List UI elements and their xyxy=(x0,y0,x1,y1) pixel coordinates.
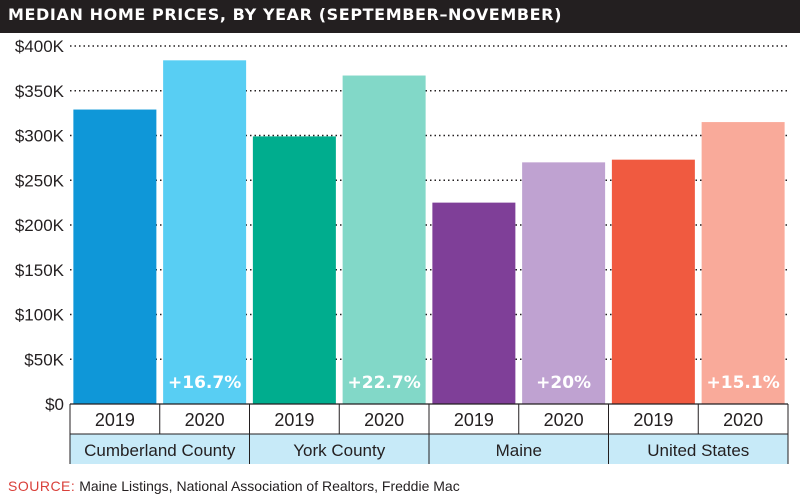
bar-united-states-2019 xyxy=(611,159,695,404)
bar-york-county-2020 xyxy=(342,75,426,404)
group-band-4 xyxy=(608,434,788,464)
source-text: Maine Listings, National Association of … xyxy=(79,478,460,494)
bar-chart: $0 $50K $100K $150K $200K $250K $300K $350K $400… xyxy=(15,37,789,464)
group-band-3 xyxy=(429,434,609,464)
group-band-1 xyxy=(70,434,250,464)
year-label: 2019 xyxy=(95,410,135,430)
bar-maine-2019 xyxy=(432,202,516,404)
group-band-2 xyxy=(249,434,429,464)
year-label: 2020 xyxy=(185,410,225,430)
year-label: 2020 xyxy=(544,410,584,430)
year-label: 2019 xyxy=(274,410,314,430)
bar-united-states-2020 xyxy=(701,122,785,404)
source-label: SOURCE: xyxy=(8,478,76,494)
change-label: +20% xyxy=(536,373,591,393)
bar-york-county-2019 xyxy=(252,136,336,404)
y-tick-label: $50K xyxy=(24,350,64,369)
year-label: 2020 xyxy=(723,410,763,430)
y-tick-label: $250K xyxy=(15,171,65,190)
year-label: 2019 xyxy=(454,410,494,430)
group-label: York County xyxy=(293,441,385,460)
y-tick-label: $150K xyxy=(15,261,65,280)
chart-title: MEDIAN HOME PRICES, BY YEAR (SEPTEMBER–N… xyxy=(8,5,563,24)
source-note: SOURCE: Maine Listings, National Associa… xyxy=(8,478,460,494)
y-tick-label: $350K xyxy=(15,82,65,101)
group-label: Maine xyxy=(496,441,542,460)
year-label: 2020 xyxy=(364,410,404,430)
change-label: +15.1% xyxy=(707,373,780,393)
year-label: 2019 xyxy=(633,410,673,430)
title-bar: MEDIAN HOME PRICES, BY YEAR (SEPTEMBER–N… xyxy=(0,0,800,33)
change-label: +16.7% xyxy=(168,373,241,393)
y-tick-label: $200K xyxy=(15,216,65,235)
change-label: +22.7% xyxy=(348,373,421,393)
y-tick-label: $400K xyxy=(15,37,65,56)
group-label: Cumberland County xyxy=(84,441,236,460)
bar-cumberland-county-2019 xyxy=(73,109,157,405)
y-tick-label: $0 xyxy=(45,395,64,414)
group-label: United States xyxy=(647,441,749,460)
bar-maine-2020 xyxy=(522,162,606,404)
y-tick-label: $100K xyxy=(15,306,65,325)
y-tick-label: $300K xyxy=(15,127,65,146)
bar-cumberland-county-2020 xyxy=(163,60,247,404)
